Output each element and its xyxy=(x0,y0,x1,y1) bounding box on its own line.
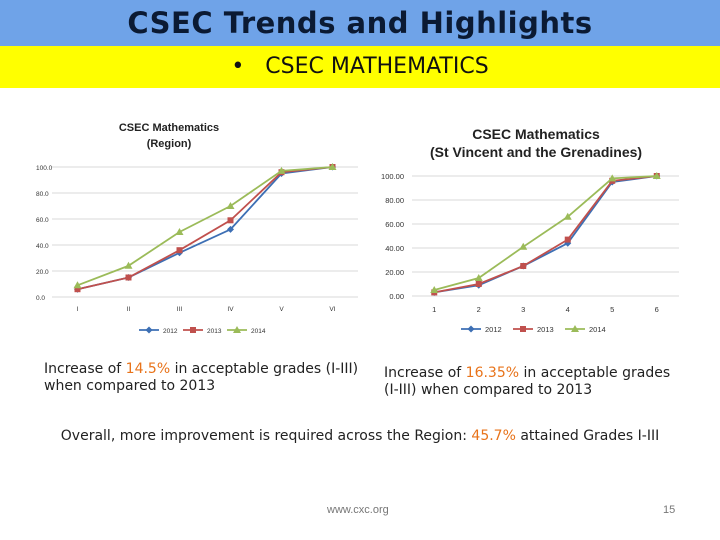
y-tick-label: 60.00 xyxy=(385,220,404,229)
x-tick-label: V xyxy=(279,306,284,313)
x-tick-label: 4 xyxy=(566,305,570,314)
legend-marker-2014 xyxy=(571,325,579,332)
caption-svg: Increase of 16.35% in acceptable grades … xyxy=(384,365,684,399)
footer-url: www.cxc.org xyxy=(327,504,389,516)
legend-label-2014: 2014 xyxy=(251,328,266,335)
x-tick-label: III xyxy=(177,306,183,313)
x-tick-label: 6 xyxy=(655,305,659,314)
data-point-2013 xyxy=(74,286,81,293)
overall-post: attained Grades I-III xyxy=(515,428,660,444)
caption-region-post: in acceptable grades (I-III) when compar… xyxy=(44,361,359,394)
caption-region-pre: Increase of xyxy=(44,361,126,377)
legend-label-2013: 2013 xyxy=(207,328,222,335)
legend-marker-2013 xyxy=(190,327,196,333)
y-tick-label: 100.00 xyxy=(381,172,404,181)
legend-label-2013: 2013 xyxy=(537,325,554,334)
data-point-2013 xyxy=(176,247,183,254)
y-tick-label: 80.0 xyxy=(36,191,49,198)
data-point-2014 xyxy=(563,212,572,220)
y-tick-label: 0.00 xyxy=(389,292,404,301)
series-line-2013 xyxy=(434,175,657,294)
page-number: 15 xyxy=(663,504,676,516)
chart-svg-svg: CSEC Mathematics (St Vincent and the Gren… xyxy=(381,126,679,334)
x-tick-label: 3 xyxy=(521,305,525,314)
data-point-2014 xyxy=(430,286,439,293)
y-tick-label: 80.00 xyxy=(385,196,404,205)
overall-value: 45.7% xyxy=(471,428,516,444)
caption-svg-pre: Increase of xyxy=(384,365,466,381)
data-point-2013 xyxy=(475,281,482,287)
data-point-2014 xyxy=(608,174,617,182)
chart-region-svg: CSEC Mathematics (Region) 0.0 20.0 40.0 60.0 8… xyxy=(36,122,358,335)
legend-label-2014: 2014 xyxy=(589,325,606,334)
data-point-2013 xyxy=(125,274,132,281)
x-tick-label: IV xyxy=(227,306,234,313)
slide-title: CSEC Trends and Highlights xyxy=(127,6,593,40)
y-tick-label: 40.0 xyxy=(36,243,49,250)
chart-title-line: CSEC Mathematics xyxy=(119,122,219,134)
caption-svg-value: 16.35% xyxy=(465,365,520,381)
subtitle: • CSEC MATHEMATICS xyxy=(231,54,488,79)
y-tick-label: 20.00 xyxy=(385,268,404,277)
series-line-2014 xyxy=(77,166,333,287)
data-point-2014 xyxy=(226,202,235,209)
bullet: • xyxy=(231,54,245,79)
legend-marker-2013 xyxy=(520,326,526,332)
chart-title-line: CSEC Mathematics xyxy=(472,126,600,142)
y-tick-label: 0.0 xyxy=(36,295,45,302)
legend-marker-2014 xyxy=(233,326,241,333)
legend-marker-2012 xyxy=(145,326,153,334)
series-line-2012 xyxy=(434,175,657,294)
data-point-2014 xyxy=(124,261,133,269)
overall-pre: Overall, more improvement is required ac… xyxy=(60,428,472,444)
x-tick-label: II xyxy=(127,306,131,313)
caption-region-value: 14.5% xyxy=(125,361,171,377)
data-point-2014 xyxy=(73,281,82,289)
chart-title-line: (St Vincent and the Grenadines) xyxy=(430,144,642,160)
y-tick-label: 20.0 xyxy=(36,269,49,276)
series-line-2013 xyxy=(77,166,333,291)
x-tick-label: VI xyxy=(329,306,335,313)
caption-region: Increase of 14.5% in acceptable grades (… xyxy=(44,361,359,395)
subtitle-bar: • CSEC MATHEMATICS xyxy=(0,46,720,88)
data-point-2013 xyxy=(564,236,571,243)
data-point-2014 xyxy=(328,163,337,170)
x-tick-label: 1 xyxy=(432,305,436,314)
chart-svg: CSEC Mathematics (St Vincent and the Gren… xyxy=(371,110,693,345)
overall-statement: Overall, more improvement is required ac… xyxy=(0,428,720,444)
chart-region: CSEC Mathematics (Region) 0.0 20.0 40.0 60.0 8… xyxy=(24,110,362,345)
x-tick-label: 2 xyxy=(477,305,481,314)
caption-svg-post: in acceptable grades (I-III) when compar… xyxy=(384,365,671,398)
y-tick-label: 100.0 xyxy=(36,165,53,172)
legend-marker-2012 xyxy=(467,325,475,333)
data-point-2012 xyxy=(227,225,234,233)
data-point-2013 xyxy=(520,263,527,269)
y-tick-label: 60.0 xyxy=(36,217,49,224)
title-bar: CSEC Trends and Highlights xyxy=(0,0,720,46)
x-tick-label: 5 xyxy=(610,305,614,314)
legend-label-2012: 2012 xyxy=(163,328,178,335)
data-point-2014 xyxy=(175,228,184,235)
subtitle-text: CSEC MATHEMATICS xyxy=(265,54,489,79)
data-point-2013 xyxy=(227,217,234,224)
y-tick-label: 40.00 xyxy=(385,244,404,253)
data-point-2014 xyxy=(277,166,286,174)
series-line-2014 xyxy=(434,175,657,291)
x-tick-label: I xyxy=(77,306,79,313)
data-point-2014 xyxy=(652,172,661,179)
data-point-2014 xyxy=(519,242,528,250)
legend-label-2012: 2012 xyxy=(485,325,502,334)
chart-title-line: (Region) xyxy=(147,138,192,150)
data-point-2014 xyxy=(474,274,483,281)
